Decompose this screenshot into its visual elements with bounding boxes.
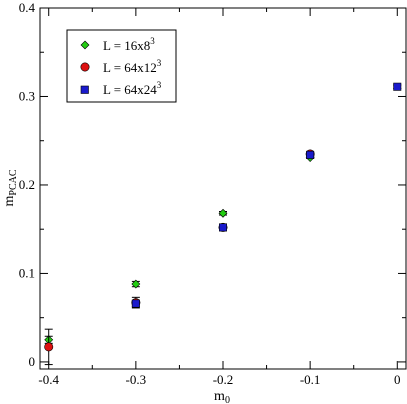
point-square: [306, 150, 315, 159]
tick-labels: -0.4 -0.3 -0.2 -0.1 0 0 0.1 0.2 0.3 0.4: [19, 0, 401, 387]
y-axis-label-sub: PCAC: [8, 169, 19, 195]
legend: L = 16x83 L = 64x123 L = 64x243: [66, 29, 177, 103]
legend-marker-circle: [80, 62, 90, 72]
series-1: [44, 149, 315, 366]
legend-marker-square: [80, 85, 89, 94]
legend-entry-2: L = 64x243: [80, 80, 162, 97]
x-axis-label-sub: 0: [225, 395, 230, 404]
point-circle: [44, 342, 54, 352]
legend-marker-diamond: [80, 40, 90, 50]
point-square: [219, 223, 228, 232]
x-tick-label: -0.1: [300, 372, 321, 387]
legend-label-0: L = 16x83: [103, 36, 155, 53]
series-2: [131, 82, 402, 308]
x-tick-label: -0.2: [213, 372, 234, 387]
legend-label-2: L = 64x243: [103, 80, 162, 97]
y-tick-label: 0.2: [19, 177, 35, 192]
legend-label-1: L = 64x123: [103, 58, 162, 75]
x-tick-label: 0: [394, 372, 401, 387]
y-tick-label: 0.3: [19, 88, 35, 103]
x-tick-label: -0.4: [38, 372, 59, 387]
point-diamond: [131, 279, 141, 289]
point-square: [393, 82, 402, 91]
point-diamond: [218, 208, 228, 218]
legend-entry-0: L = 16x83: [80, 36, 155, 53]
y-tick-label: 0: [29, 354, 36, 369]
series-0: [44, 153, 315, 345]
point-square: [131, 299, 140, 308]
data-points: [44, 82, 402, 366]
y-tick-label: 0.1: [19, 265, 35, 280]
y-tick-label: 0.4: [19, 0, 36, 15]
legend-entry-1: L = 64x123: [80, 58, 162, 75]
x-axis-label: m0: [214, 389, 230, 404]
y-axis-label: mPCAC: [2, 169, 19, 206]
ticks: [40, 7, 406, 369]
x-tick-label: -0.3: [126, 372, 147, 387]
